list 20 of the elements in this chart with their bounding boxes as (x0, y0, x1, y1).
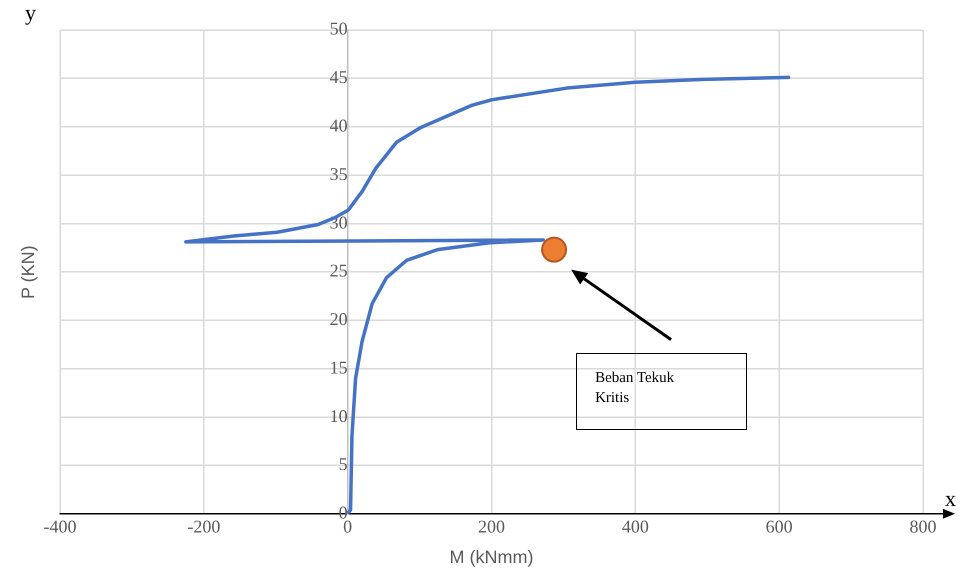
y-tick-label: 25 (330, 260, 348, 281)
text: y (25, 0, 36, 26)
x-tick-label: 800 (910, 516, 936, 536)
y-tick-label: 40 (330, 115, 348, 136)
x-tick-label: -400 (44, 516, 76, 536)
y-tick-label: 50 (330, 18, 348, 39)
y-tick-label: 10 (330, 406, 348, 426)
x-tick-label: 600 (766, 516, 793, 536)
annotation: Beban Tekuk Kritis (595, 368, 676, 408)
y-tick-label: 5 (338, 454, 348, 474)
text: x (945, 486, 956, 512)
y-tick-label: 20 (330, 309, 348, 330)
x-tick-label: -200 (187, 516, 220, 536)
y-axis-title: P (KN) (18, 245, 39, 299)
x-axis-title: M (kNmm) (450, 547, 534, 568)
y-tick-label: 35 (330, 164, 348, 184)
x-tick-label: 400 (622, 516, 649, 536)
y-tick-label: 45 (330, 67, 348, 88)
y-tick-label: 15 (330, 357, 348, 378)
x-tick-label: 200 (478, 516, 505, 536)
